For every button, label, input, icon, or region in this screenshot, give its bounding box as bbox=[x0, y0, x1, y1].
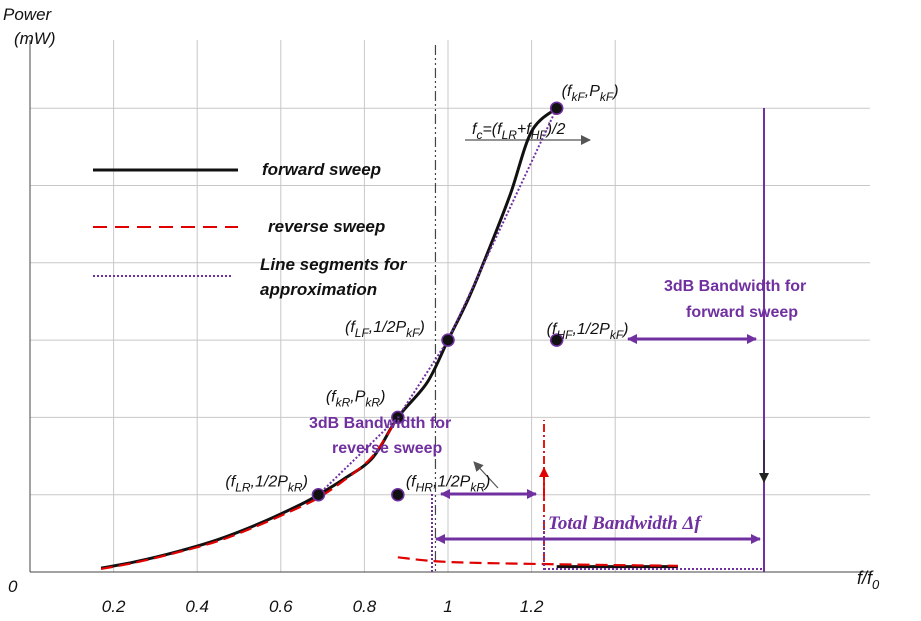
reverse-bw-label-line1: 3dB Bandwidth for bbox=[309, 415, 451, 432]
x-tick-label: 0.4 bbox=[185, 597, 209, 616]
y-axis-label-line2: (mW) bbox=[14, 29, 56, 48]
point-layer: (fLR,1/2PkR) (fkR,PkR) (fHR,1/2PkR) (fLF,1/… bbox=[225, 83, 629, 502]
data-point-label: (fHF,1/2PkF) bbox=[547, 321, 629, 342]
reverse-bw-pointer bbox=[473, 461, 499, 489]
x-tick-label: 0.2 bbox=[102, 597, 126, 616]
origin-label: 0 bbox=[8, 577, 18, 596]
x-tick-labels: 0.2 0.4 0.6 0.8 1 1.2 bbox=[102, 597, 544, 616]
legend-segments-label-line2: approximation bbox=[260, 280, 377, 299]
data-point-marker bbox=[441, 333, 455, 347]
legend-segments-label-line1: Line segments for bbox=[260, 255, 408, 274]
data-point-label: (fHR,1/2PkR) bbox=[406, 474, 490, 495]
data-point-label: (fkR,PkR) bbox=[326, 388, 386, 409]
legend-reverse-label: reverse sweep bbox=[268, 217, 385, 236]
data-point-marker bbox=[549, 333, 564, 347]
series-reverse-sweep bbox=[100, 416, 399, 570]
forward-bw-label-line2: forward sweep bbox=[686, 304, 798, 321]
data-point-label: (fLR,1/2PkR) bbox=[225, 474, 307, 495]
x-tick-label: 0.6 bbox=[269, 597, 293, 616]
data-point-label: (fLF,1/2PkF) bbox=[345, 319, 425, 340]
data-point-marker bbox=[391, 487, 405, 502]
x-tick-label: 1 bbox=[443, 597, 452, 616]
total-bw-label: Total Bandwidth Δf bbox=[548, 513, 702, 534]
legend-forward-label: forward sweep bbox=[262, 160, 381, 179]
x-tick-label: 1.2 bbox=[520, 597, 544, 616]
reverse-bw-label-line2: reverse sweep bbox=[332, 440, 443, 457]
fc-label: fc=(fLR+fHF)/2 bbox=[472, 121, 565, 142]
legend: forward sweep reverse sweep Line segment… bbox=[93, 160, 408, 299]
x-tick-label: 0.8 bbox=[353, 597, 377, 616]
y-axis-label-line1: Power bbox=[3, 5, 53, 24]
forward-bw-label-line1: 3dB Bandwidth for bbox=[664, 278, 806, 295]
data-point-marker bbox=[391, 410, 405, 425]
data-point-label: (fkF,PkF) bbox=[562, 83, 619, 104]
series-line-segments-for-approximation bbox=[317, 107, 558, 496]
data-point-marker bbox=[549, 101, 564, 115]
x-axis-label: f/f0 bbox=[857, 568, 880, 592]
series-reverse-sweep-after-jump bbox=[397, 556, 678, 567]
series-layer bbox=[100, 107, 678, 570]
data-point-marker bbox=[311, 487, 326, 502]
